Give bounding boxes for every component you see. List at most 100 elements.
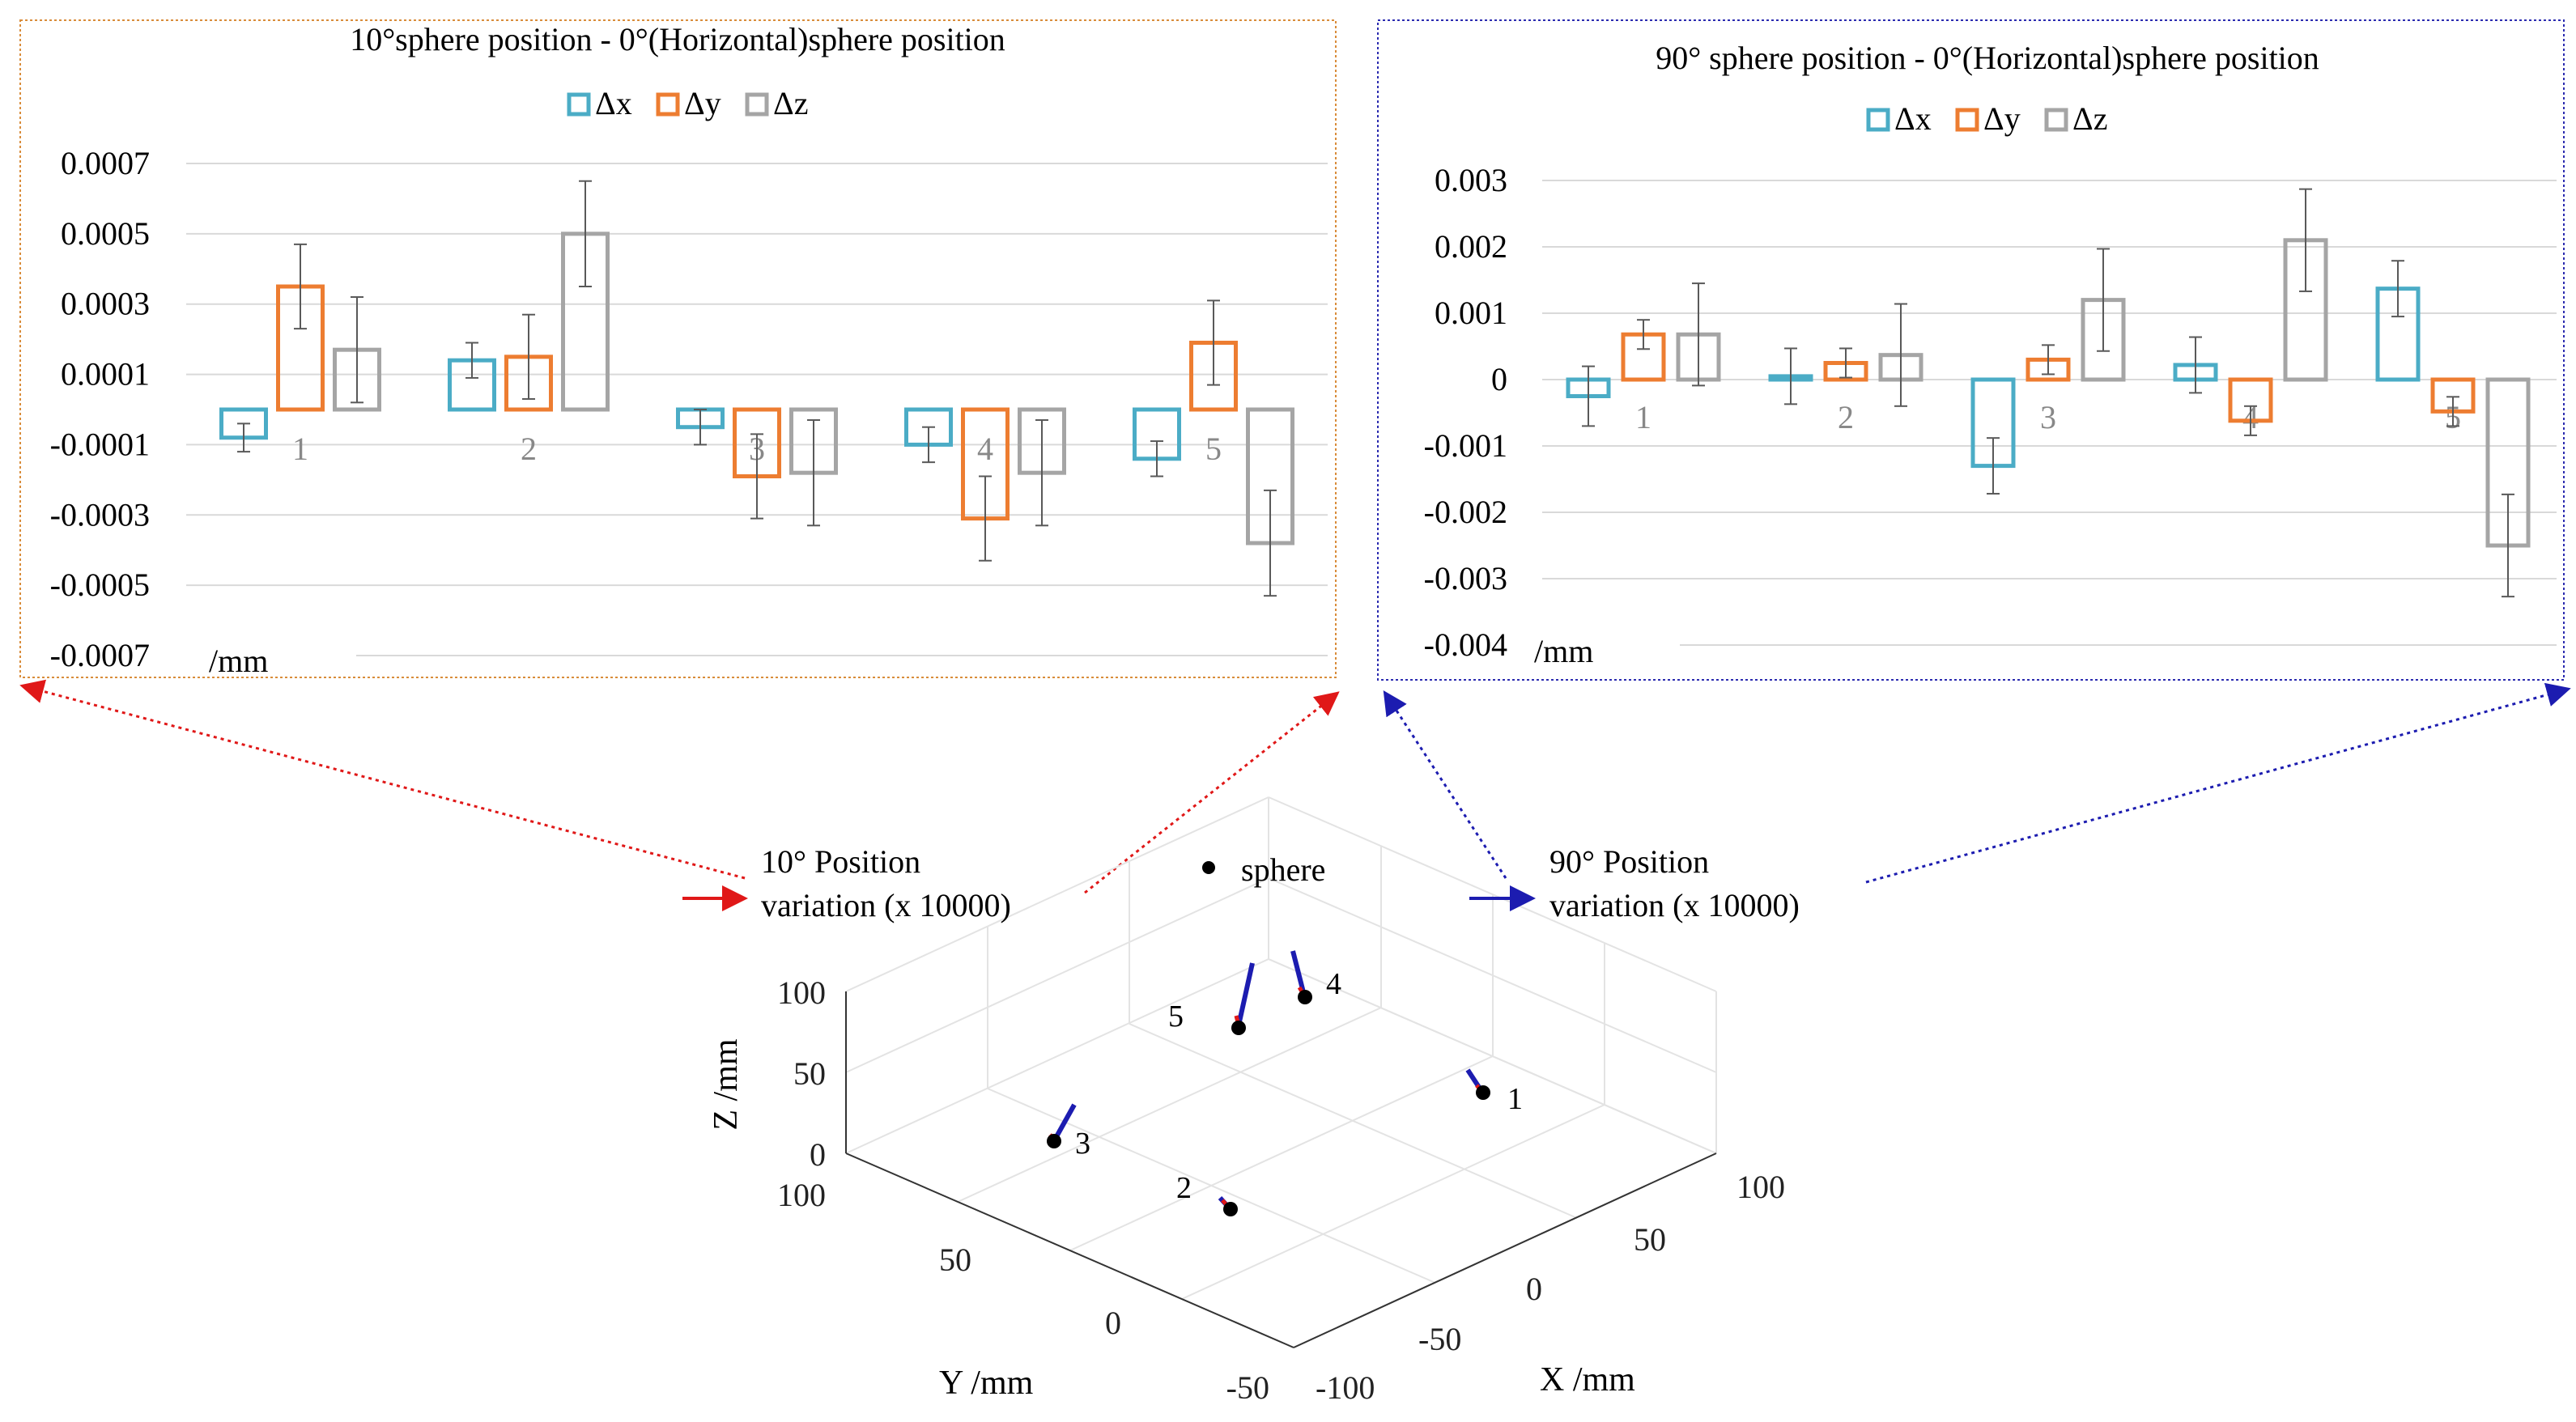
sphere-5: 5 <box>1168 962 1255 1035</box>
x-axis-label: X /mm <box>1540 1361 1635 1399</box>
sphere-2: 2 <box>1176 1171 1238 1216</box>
y-tick-label: -0.004 <box>1424 626 1507 663</box>
chart-10deg-bars <box>219 180 1294 597</box>
y-tick-label: 0.002 <box>1435 228 1507 265</box>
plot3d-tick-labels: 0 50 100 100 50 0 -50 -100 -50 0 50 100 <box>777 974 1785 1406</box>
legend-red-label-line2: variation (x 10000) <box>761 887 1011 923</box>
chart-90deg-frame <box>1377 19 2565 681</box>
y-tick: 100 <box>777 1177 826 1213</box>
legend-dy-label: Δy <box>1983 100 2021 137</box>
legend-sphere-marker <box>1202 861 1215 874</box>
category-label: 3 <box>2040 399 2056 435</box>
plot3d-grid <box>845 796 1717 1348</box>
z-tick: 0 <box>810 1136 826 1173</box>
legend-dx-label: Δx <box>595 85 632 121</box>
sphere-3: 3 <box>1047 1103 1090 1161</box>
y-tick: 50 <box>939 1242 971 1278</box>
legend-dz-label: Δz <box>773 85 808 121</box>
y-tick-label: 0.0007 <box>61 145 150 181</box>
y-tick: 0 <box>1105 1305 1121 1341</box>
sphere-4-blue-arrow <box>1290 950 1307 996</box>
chart-90deg-unit-label: /mm <box>1534 633 1593 669</box>
chart-90deg: 90° sphere position - 0°(Horizontal)sphe… <box>1377 19 2565 681</box>
sphere-1-marker <box>1476 1085 1490 1100</box>
chart-10deg-title: 10°sphere position - 0°(Horizontal)spher… <box>350 21 1005 57</box>
category-label: 4 <box>977 431 993 467</box>
plot3d-axes <box>845 991 1717 1348</box>
sphere-3-blue-arrow <box>1052 1103 1077 1141</box>
chart-10deg-frame <box>19 19 1337 678</box>
legend-dz-swatch <box>2044 108 2068 132</box>
plot3d-legend: 10° Position variation (x 10000) sphere … <box>682 843 1800 923</box>
sphere-2-marker <box>1223 1202 1238 1216</box>
chart-90deg-legend: Δx Δy Δz <box>1866 100 2107 137</box>
y-tick-label: 0.0005 <box>61 215 150 252</box>
sphere-1: 1 <box>1465 1068 1523 1116</box>
z-tick: 50 <box>793 1055 826 1092</box>
y-tick-label: -0.001 <box>1424 427 1507 464</box>
legend-blue-label-line1: 90° Position <box>1549 843 1709 880</box>
connector-arrows <box>19 679 2571 894</box>
chart-90deg-bars <box>1566 188 2531 598</box>
y-tick-label: 0.003 <box>1435 162 1507 198</box>
connector-red-right <box>1084 691 1340 894</box>
legend-dy-swatch <box>656 92 680 117</box>
connector-blue-left <box>1383 690 1507 879</box>
y-tick-label: 0.0001 <box>61 356 150 393</box>
chart-10deg-unit-label: /mm <box>209 643 268 679</box>
y-tick-label: 0.001 <box>1435 295 1507 331</box>
legend-dx-label: Δx <box>1894 100 1932 137</box>
sphere-3-marker <box>1047 1134 1061 1148</box>
legend-dx-swatch <box>567 92 591 117</box>
y-tick-label: -0.002 <box>1424 494 1507 530</box>
connector-red-left <box>19 679 746 880</box>
x-tick: 0 <box>1526 1271 1542 1307</box>
y-tick-label: -0.0007 <box>50 637 150 673</box>
sphere-5-label: 5 <box>1168 1000 1184 1034</box>
legend-dx-swatch <box>1866 108 1890 132</box>
sphere-4: 4 <box>1290 950 1341 1004</box>
connector-blue-right <box>1865 682 2571 884</box>
legend-blue-label-line2: variation (x 10000) <box>1549 887 1800 923</box>
x-tick: 100 <box>1736 1169 1785 1205</box>
y-tick-label: 0.0003 <box>61 286 150 322</box>
x-tick: -100 <box>1316 1369 1375 1406</box>
sphere-3d-plot: 0 50 100 100 50 0 -50 -100 -50 0 50 100 … <box>682 796 1800 1406</box>
legend-dy-swatch <box>1955 108 1979 132</box>
chart-90deg-y-ticks: 0.003 0.002 0.001 0 -0.001 -0.002 -0.003 -0.004 <box>1424 162 1507 663</box>
category-label: 5 <box>1205 431 1222 467</box>
category-label: 1 <box>292 431 308 467</box>
chart-10deg-y-ticks: 0.0007 0.0005 0.0003 0.0001 -0.0001 -0.0003 -0… <box>50 145 150 673</box>
legend-dz-swatch <box>745 92 769 117</box>
sphere-4-marker <box>1298 990 1312 1004</box>
sphere-4-label: 4 <box>1326 967 1341 1001</box>
category-label: 1 <box>1635 399 1651 435</box>
y-tick-label: -0.0005 <box>50 567 150 603</box>
legend-red-label-line1: 10° Position <box>761 843 920 880</box>
x-tick: -50 <box>1418 1321 1461 1357</box>
chart-90deg-title: 90° sphere position - 0°(Horizontal)sphe… <box>1656 40 2319 76</box>
legend-dz-label: Δz <box>2072 100 2107 137</box>
x-tick: 50 <box>1634 1221 1666 1258</box>
sphere-5-marker <box>1231 1021 1246 1035</box>
chart-10deg-legend: Δx Δy Δz <box>567 85 808 121</box>
legend-sphere-label: sphere <box>1241 851 1325 888</box>
y-tick: -50 <box>1226 1369 1269 1406</box>
sphere-1-label: 1 <box>1507 1082 1523 1116</box>
z-tick: 100 <box>777 974 826 1011</box>
y-axis-label: Y /mm <box>939 1365 1034 1402</box>
sphere-2-label: 2 <box>1176 1171 1192 1205</box>
legend-dy-label: Δy <box>684 85 721 121</box>
category-label: 2 <box>1838 399 1854 435</box>
sphere-5-blue-arrow <box>1236 962 1255 1026</box>
z-axis-label: Z /mm <box>708 1038 745 1130</box>
y-tick-label: -0.003 <box>1424 560 1507 596</box>
sphere-3-label: 3 <box>1075 1127 1090 1161</box>
chart-10deg: 10°sphere position - 0°(Horizontal)spher… <box>19 19 1337 679</box>
y-tick-label: -0.0003 <box>50 496 150 533</box>
y-tick-label: 0 <box>1491 361 1507 397</box>
category-label: 2 <box>521 431 537 467</box>
y-tick-label: -0.0001 <box>50 426 150 462</box>
